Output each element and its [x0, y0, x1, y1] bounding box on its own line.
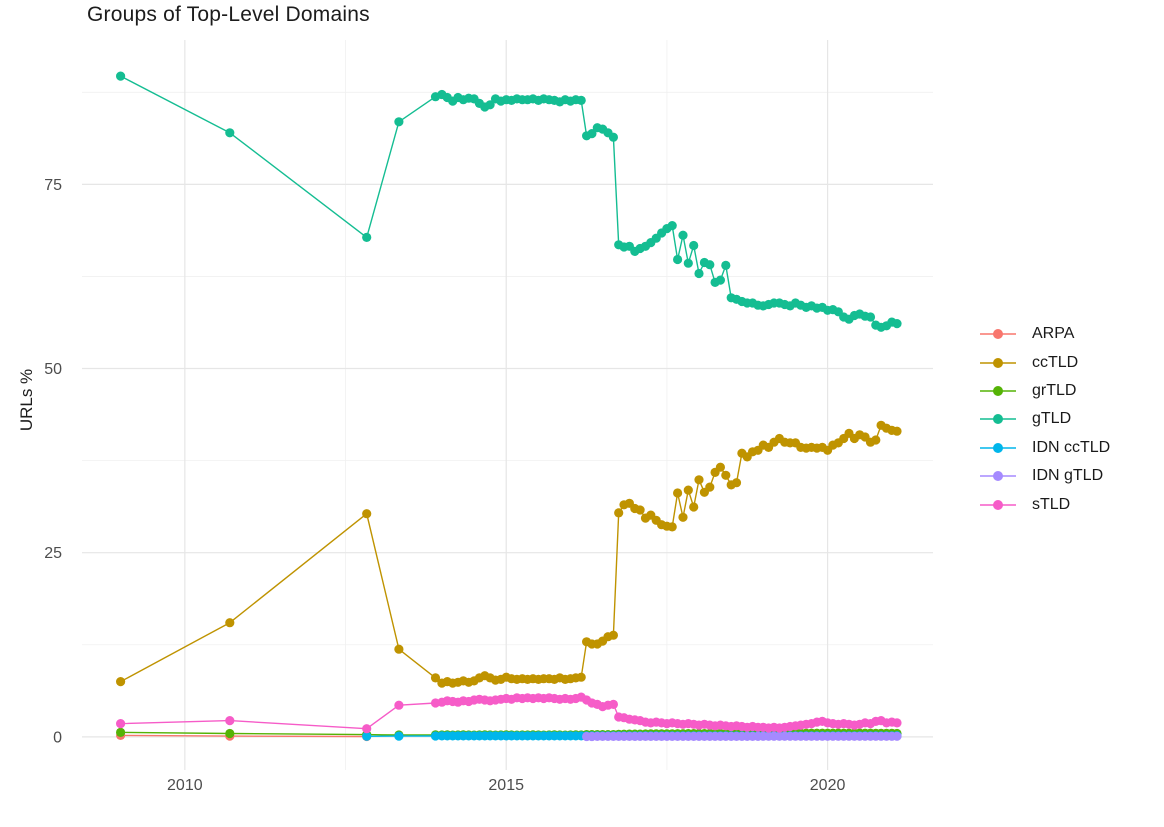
legend-item-IDN-ccTLD: IDN ccTLD — [978, 434, 1110, 462]
legend-key-icon — [980, 329, 1016, 340]
data-point-gTLD — [667, 221, 677, 231]
x-tick-label: 2015 — [488, 777, 524, 794]
legend-item-gTLD: gTLD — [978, 405, 1110, 433]
legend-item-ccTLD: ccTLD — [978, 348, 1110, 376]
data-point-sTLD — [116, 719, 126, 729]
legend-key-icon — [980, 499, 1016, 510]
data-point-gTLD — [678, 230, 688, 240]
data-point-gTLD — [362, 232, 372, 242]
data-point-grTLD — [225, 728, 235, 739]
data-point-IDN-gTLD — [892, 731, 902, 741]
legend-label: sTLD — [1032, 495, 1071, 513]
legend-item-IDN-gTLD: IDN gTLD — [978, 462, 1110, 490]
y-tick-label: 0 — [53, 729, 62, 746]
data-point-sTLD — [362, 724, 372, 734]
data-point-ccTLD — [892, 426, 902, 436]
data-point-gTLD — [225, 128, 235, 138]
data-point-IDN-ccTLD — [394, 731, 404, 741]
data-point-sTLD — [225, 716, 235, 726]
data-point-gTLD — [689, 240, 699, 251]
series-line-gTLD — [120, 75, 898, 328]
series-line-ARPA — [120, 734, 367, 738]
data-point-ccTLD — [430, 673, 441, 683]
legend-label: ccTLD — [1032, 353, 1079, 371]
data-point-ccTLD — [705, 482, 715, 492]
data-point-gTLD — [394, 117, 404, 127]
data-point-gTLD — [705, 260, 715, 270]
legend-item-grTLD: grTLD — [978, 377, 1110, 405]
data-point-gTLD — [715, 275, 726, 285]
data-point-ccTLD — [689, 502, 699, 512]
legend-label: grTLD — [1032, 381, 1077, 399]
data-point-ccTLD — [576, 672, 586, 682]
data-point-sTLD — [394, 700, 404, 710]
data-point-ccTLD — [362, 509, 372, 519]
legend-label: gTLD — [1032, 410, 1072, 428]
data-point-ccTLD — [116, 677, 126, 687]
data-point-ccTLD — [694, 475, 704, 485]
legend-item-ARPA: ARPA — [978, 320, 1110, 348]
data-point-ccTLD — [667, 522, 677, 532]
legend-key-icon — [980, 414, 1016, 425]
y-tick-label: 25 — [44, 545, 62, 562]
data-point-ccTLD — [394, 644, 404, 654]
data-point-IDN-ccTLD — [430, 731, 441, 741]
data-point-gTLD — [721, 260, 731, 270]
data-point-ccTLD — [678, 512, 688, 522]
data-point-gTLD — [116, 71, 126, 81]
legend-key-icon — [980, 471, 1016, 482]
data-point-ccTLD — [871, 435, 881, 445]
chart-title: Groups of Top-Level Domains — [87, 3, 370, 26]
data-point-ccTLD — [614, 508, 624, 518]
data-point-sTLD — [892, 718, 902, 728]
x-tick-label: 2010 — [167, 777, 203, 794]
legend-label: IDN ccTLD — [1032, 438, 1111, 456]
x-tick-label: 2020 — [810, 777, 846, 794]
legend-item-sTLD: sTLD — [978, 490, 1110, 518]
data-point-ccTLD — [731, 478, 742, 488]
y-tick-label: 75 — [44, 177, 62, 194]
data-point-gTLD — [587, 129, 597, 139]
legend-key-icon — [980, 385, 1016, 396]
data-point-ccTLD — [608, 630, 619, 640]
data-point-gTLD — [485, 100, 495, 110]
data-point-IDN-ccTLD — [362, 731, 372, 741]
data-point-ccTLD — [715, 462, 726, 472]
data-point-gTLD — [683, 258, 693, 268]
legend-label: IDN gTLD — [1032, 467, 1104, 485]
data-point-ccTLD — [721, 470, 731, 480]
legend: ARPA ccTLD grTLD gTLD IDN ccTLD IDN gTLD sTLD — [978, 320, 1110, 519]
legend-key-icon — [980, 357, 1016, 368]
data-point-ccTLD — [635, 505, 645, 515]
data-point-sTLD — [608, 699, 619, 710]
data-point-gTLD — [608, 132, 619, 142]
data-point-ccTLD — [683, 485, 693, 495]
data-point-ccTLD — [225, 618, 235, 628]
data-point-gTLD — [576, 95, 586, 105]
data-point-gTLD — [694, 268, 704, 279]
data-point-gTLD — [673, 254, 683, 265]
data-point-ccTLD — [673, 488, 683, 498]
legend-label: ARPA — [1032, 325, 1075, 343]
data-point-gTLD — [865, 312, 876, 322]
data-point-grTLD — [116, 727, 126, 738]
data-point-gTLD — [892, 319, 902, 329]
legend-key-icon — [980, 442, 1016, 453]
y-tick-label: 50 — [44, 361, 62, 378]
